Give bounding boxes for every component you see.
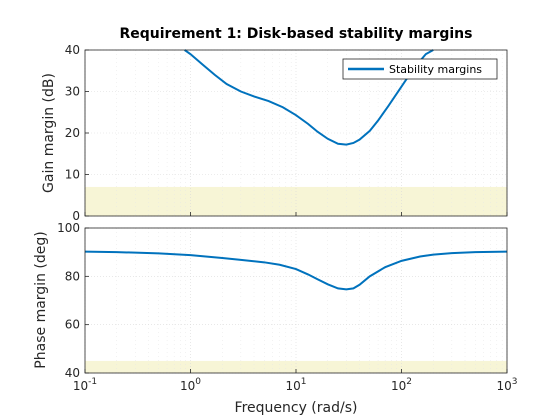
chart-title: Requirement 1: Disk-based stability marg… — [119, 26, 472, 42]
y-tick-label: 100 — [57, 221, 80, 235]
x-axis-label: Frequency (rad/s) — [235, 400, 358, 416]
gain-margin-line — [184, 49, 434, 146]
y-tick-label: 60 — [65, 318, 80, 332]
y-tick-label: 20 — [65, 126, 80, 140]
gain-margin-axes: 0 10 20 30 40 Gain margin (dB) Stability mar… — [41, 43, 508, 223]
gain-ylabel: Gain margin (dB) — [41, 73, 57, 193]
legend: Stability margins — [342, 58, 498, 80]
y-tick-label: 40 — [65, 43, 80, 57]
y-tick-label: 10 — [65, 168, 80, 182]
y-tick-label: 0 — [72, 209, 80, 223]
phase-margin-axes: 40 60 80 100 10-1 100 101 102 103 Phase margin … — [33, 221, 518, 393]
x-tick-label: 102 — [391, 377, 412, 393]
phase-ylabel: Phase margin (deg) — [33, 231, 49, 368]
y-tick-label: 80 — [65, 269, 80, 283]
y-tick-label: 40 — [65, 366, 80, 380]
x-tick-label: 100 — [180, 377, 201, 393]
x-tick-label: 10-1 — [73, 377, 97, 393]
x-tick-label: 101 — [285, 377, 306, 393]
y-tick-label: 30 — [65, 85, 80, 99]
x-tick-label: 103 — [496, 377, 517, 393]
phase-margin-line — [84, 250, 508, 291]
legend-entry: Stability margins — [389, 63, 482, 76]
